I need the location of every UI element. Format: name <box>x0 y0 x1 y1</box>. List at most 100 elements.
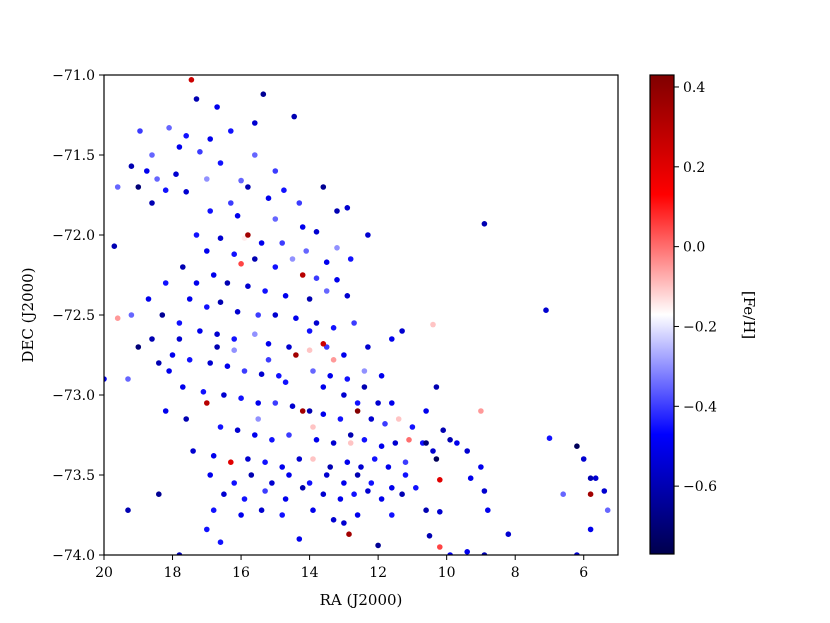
data-point <box>265 195 272 201</box>
x-tick-label: 8 <box>511 565 520 581</box>
data-point <box>481 221 488 227</box>
data-point <box>478 408 484 414</box>
data-point <box>252 432 258 438</box>
data-point <box>399 491 405 498</box>
data-point <box>574 552 580 555</box>
data-point <box>464 448 471 454</box>
data-point <box>361 437 368 443</box>
data-point <box>560 491 566 498</box>
data-point <box>156 491 162 498</box>
data-point <box>399 328 405 334</box>
data-point <box>255 400 261 406</box>
data-point <box>265 341 272 347</box>
data-point <box>546 435 553 442</box>
data-point <box>313 320 320 326</box>
data-point <box>204 304 210 310</box>
data-point <box>378 373 385 379</box>
data-point <box>156 360 162 366</box>
data-point <box>341 352 347 358</box>
data-point <box>327 464 334 470</box>
data-point <box>128 163 135 169</box>
data-point <box>149 152 155 158</box>
y-tick-label: −71.5 <box>52 148 95 164</box>
data-point <box>176 320 183 326</box>
data-point <box>447 552 453 555</box>
data-point <box>454 440 460 446</box>
data-point <box>224 280 231 286</box>
data-point <box>149 200 155 206</box>
data-point <box>272 216 279 222</box>
data-point <box>228 200 234 206</box>
data-point <box>296 536 303 542</box>
data-point <box>282 293 289 299</box>
data-point <box>299 224 306 230</box>
y-tick-label: −74.0 <box>52 548 95 564</box>
data-point <box>217 424 224 430</box>
data-point <box>323 472 330 478</box>
y-tick-label: −72.5 <box>52 308 95 324</box>
x-axis-ticks: 20 18 16 14 12 10 8 6 <box>95 555 588 581</box>
data-point <box>447 437 453 443</box>
data-point <box>347 440 354 446</box>
data-point <box>361 368 368 374</box>
data-point <box>241 368 248 374</box>
data-point <box>306 408 313 414</box>
data-point <box>346 531 352 537</box>
data-point <box>327 373 334 379</box>
data-point <box>166 125 172 131</box>
data-point <box>330 357 337 363</box>
data-point <box>217 299 224 306</box>
x-tick-label: 18 <box>164 565 182 581</box>
data-point <box>389 485 395 491</box>
data-point <box>207 360 213 366</box>
data-point <box>587 526 594 533</box>
data-point <box>296 456 303 462</box>
data-point <box>354 400 361 406</box>
data-point <box>354 408 361 414</box>
data-point <box>365 232 371 238</box>
data-point <box>258 240 265 246</box>
data-point <box>183 416 189 422</box>
y-tick-label: −71.0 <box>52 68 95 84</box>
data-point <box>231 347 237 354</box>
x-tick-label: 20 <box>95 565 113 581</box>
data-point <box>214 331 220 338</box>
data-point <box>485 507 491 513</box>
data-point <box>433 456 440 462</box>
data-point <box>574 443 580 450</box>
data-point <box>334 208 340 214</box>
x-axis-label: RA (J2000) <box>320 591 403 609</box>
data-point <box>255 416 261 422</box>
data-point <box>238 395 244 402</box>
data-point <box>286 472 292 478</box>
data-point <box>180 384 186 390</box>
data-point <box>341 520 347 526</box>
x-tick-label: 6 <box>579 565 588 581</box>
data-point <box>481 552 488 555</box>
data-point <box>224 363 231 370</box>
data-point <box>207 208 213 214</box>
data-point <box>334 277 340 283</box>
data-point <box>347 432 354 438</box>
data-point <box>245 456 251 462</box>
data-point <box>204 248 210 254</box>
data-point <box>423 408 429 414</box>
data-point <box>169 352 176 358</box>
data-point <box>423 440 429 446</box>
data-point <box>180 264 186 270</box>
data-point <box>347 256 354 262</box>
data-point <box>162 408 169 414</box>
data-point <box>440 427 447 434</box>
data-point <box>238 261 244 267</box>
data-point <box>217 539 224 545</box>
data-point <box>135 344 142 350</box>
colorbar-tick-label: −0.2 <box>683 319 717 335</box>
data-point <box>258 371 265 378</box>
data-point <box>234 213 241 219</box>
colorbar-gradient <box>650 75 674 554</box>
data-point <box>368 416 375 422</box>
data-point <box>433 384 440 390</box>
data-point <box>200 389 207 395</box>
data-point <box>190 448 196 454</box>
